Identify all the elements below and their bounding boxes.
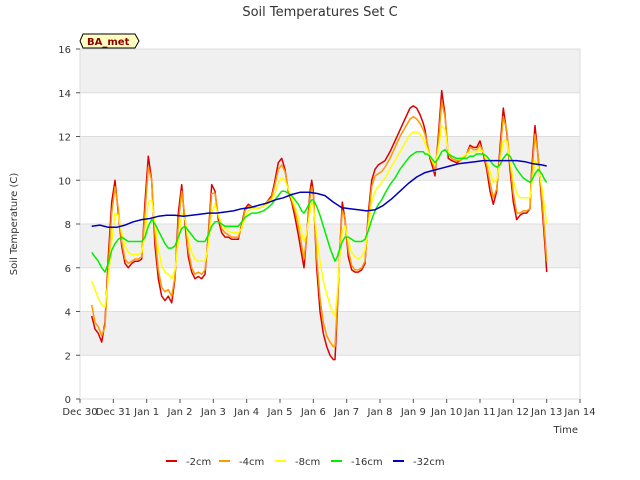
x-axis-label: Time [553, 425, 578, 436]
y-tick-label: 10 [58, 176, 71, 187]
y-tick-label: 14 [58, 89, 71, 100]
y-tick-label: 8 [65, 220, 71, 231]
shaded-band-2 [80, 136, 580, 181]
x-tick-label: Jan 12 [497, 407, 529, 418]
y-tick-label: 16 [58, 45, 71, 56]
legend: -2cm -4cm -8cm -16cm -32cm [166, 457, 445, 468]
series-line-minus-4cm [90, 100, 548, 348]
legend-label: -4cm [239, 457, 264, 468]
series-line-minus-2cm [90, 89, 548, 361]
y-tick-label: 0 [65, 395, 71, 406]
x-tick-label: Jan 4 [233, 407, 259, 418]
x-tick-label: Jan 7 [333, 407, 359, 418]
legend-label: -32cm [413, 457, 445, 468]
x-tick-label: Jan 5 [267, 407, 293, 418]
x-tick-label: Jan 8 [367, 407, 393, 418]
x-tick-label: Dec 31 [96, 407, 131, 418]
series-line-minus-8cm [90, 124, 548, 317]
y-tick-label: 12 [58, 133, 71, 144]
x-tick-label: Jan 6 [300, 407, 326, 418]
legend-label: -8cm [295, 457, 320, 468]
site-badge: BA_met [79, 33, 140, 49]
x-tick-label: Dec 30 [62, 407, 97, 418]
shaded-bands [80, 49, 580, 356]
x-tick-label: Jan 14 [563, 407, 595, 418]
y-axis-label: Soil Temperature (C) [9, 173, 20, 276]
x-tick-label: Jan 13 [530, 407, 562, 418]
chart-title: Soil Temperatures Set C [242, 5, 397, 20]
legend-label: -2cm [186, 457, 211, 468]
x-tick-label: Jan 3 [200, 407, 226, 418]
y-tick-label: 6 [65, 264, 71, 275]
y-tick-label: 4 [65, 308, 71, 319]
x-tick-label: Jan 9 [400, 407, 426, 418]
series-lines [90, 89, 548, 361]
x-tick-label: Jan 10 [430, 407, 462, 418]
shaded-band-3 [80, 49, 580, 93]
legend-label: -16cm [351, 457, 383, 468]
y-axis-ticks: 0 2 4 6 8 10 12 14 16 [58, 45, 80, 406]
x-tick-label: Jan 11 [463, 407, 495, 418]
site-badge-label: BA_met [87, 37, 130, 48]
series-line-minus-16cm [91, 148, 548, 273]
shaded-band-0 [80, 311, 580, 356]
series-line-minus-32cm [91, 159, 547, 229]
site-badge-box [79, 33, 140, 49]
x-tick-label: Jan 2 [167, 407, 193, 418]
x-tick-label: Jan 1 [133, 407, 159, 418]
y-tick-label: 2 [65, 351, 71, 362]
